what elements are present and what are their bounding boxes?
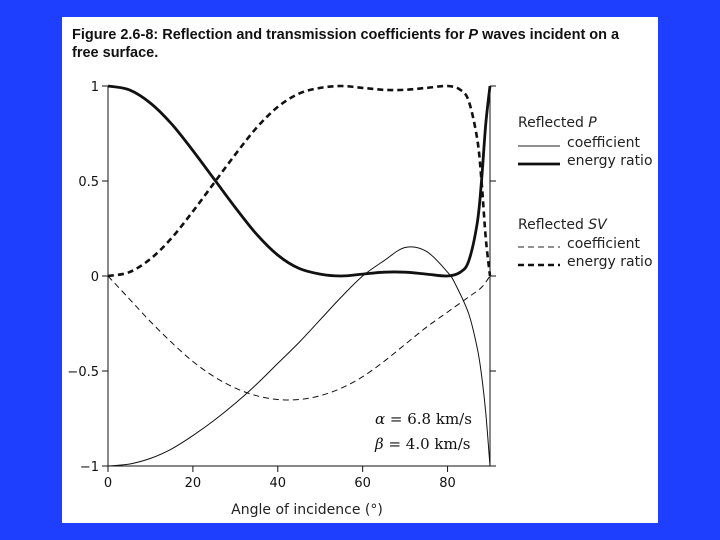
figure-title-prefix: Figure 2.6-8: Reflection and transmissio…: [72, 27, 469, 43]
y-tick-label: −0.5: [67, 365, 99, 380]
legend: Reflected P coefficient energy ratio Ref…: [518, 115, 653, 270]
legend-label-sv-coefficient: coefficient: [567, 236, 640, 252]
figure-title-suffix: waves incident on a free surface.: [72, 27, 620, 61]
figure-card: Figure 2.6-8: Reflection and transmissio…: [62, 17, 658, 523]
x-tick-label: 40: [270, 476, 287, 491]
figure-title: Figure 2.6-8: Reflection and transmissio…: [72, 26, 632, 62]
series-reflected-p-coefficient: [107, 246, 491, 467]
y-tick-label: 0: [91, 270, 99, 285]
legend-group-sv-title: Reflected SV: [518, 217, 608, 233]
y-tick-label: 0.5: [78, 175, 99, 190]
series-reflected-sv-energy-ratio: [107, 84, 492, 278]
y-tick-label: −1: [80, 460, 99, 475]
x-tick-label: 60: [354, 476, 371, 491]
x-axis-title: Angle of incidence (°): [231, 502, 383, 518]
legend-label-p-coefficient: coefficient: [567, 135, 640, 151]
legend-group-p-title: Reflected P: [518, 115, 597, 131]
series-reflected-p-energy-ratio: [107, 84, 492, 278]
figure-title-italic: P: [468, 27, 479, 43]
chart: −1 −0.5 0 0.5 1 0 20 40 60 80 Reflected P coeffic…: [67, 80, 653, 518]
y-tick-label: 1: [91, 80, 99, 95]
annotation-alpha: α = 6.8 km/s: [375, 410, 472, 428]
x-tick-label: 80: [439, 476, 456, 491]
velocity-annotation: α = 6.8 km/s β = 4.0 km/s: [374, 410, 472, 453]
series-reflected-sv-coefficient: [107, 275, 491, 401]
annotation-beta: β = 4.0 km/s: [374, 435, 470, 453]
x-tick-label: 0: [104, 476, 112, 491]
legend-label-p-energy: energy ratio: [567, 153, 653, 169]
x-tick-label: 20: [185, 476, 202, 491]
legend-label-sv-energy: energy ratio: [567, 254, 653, 270]
